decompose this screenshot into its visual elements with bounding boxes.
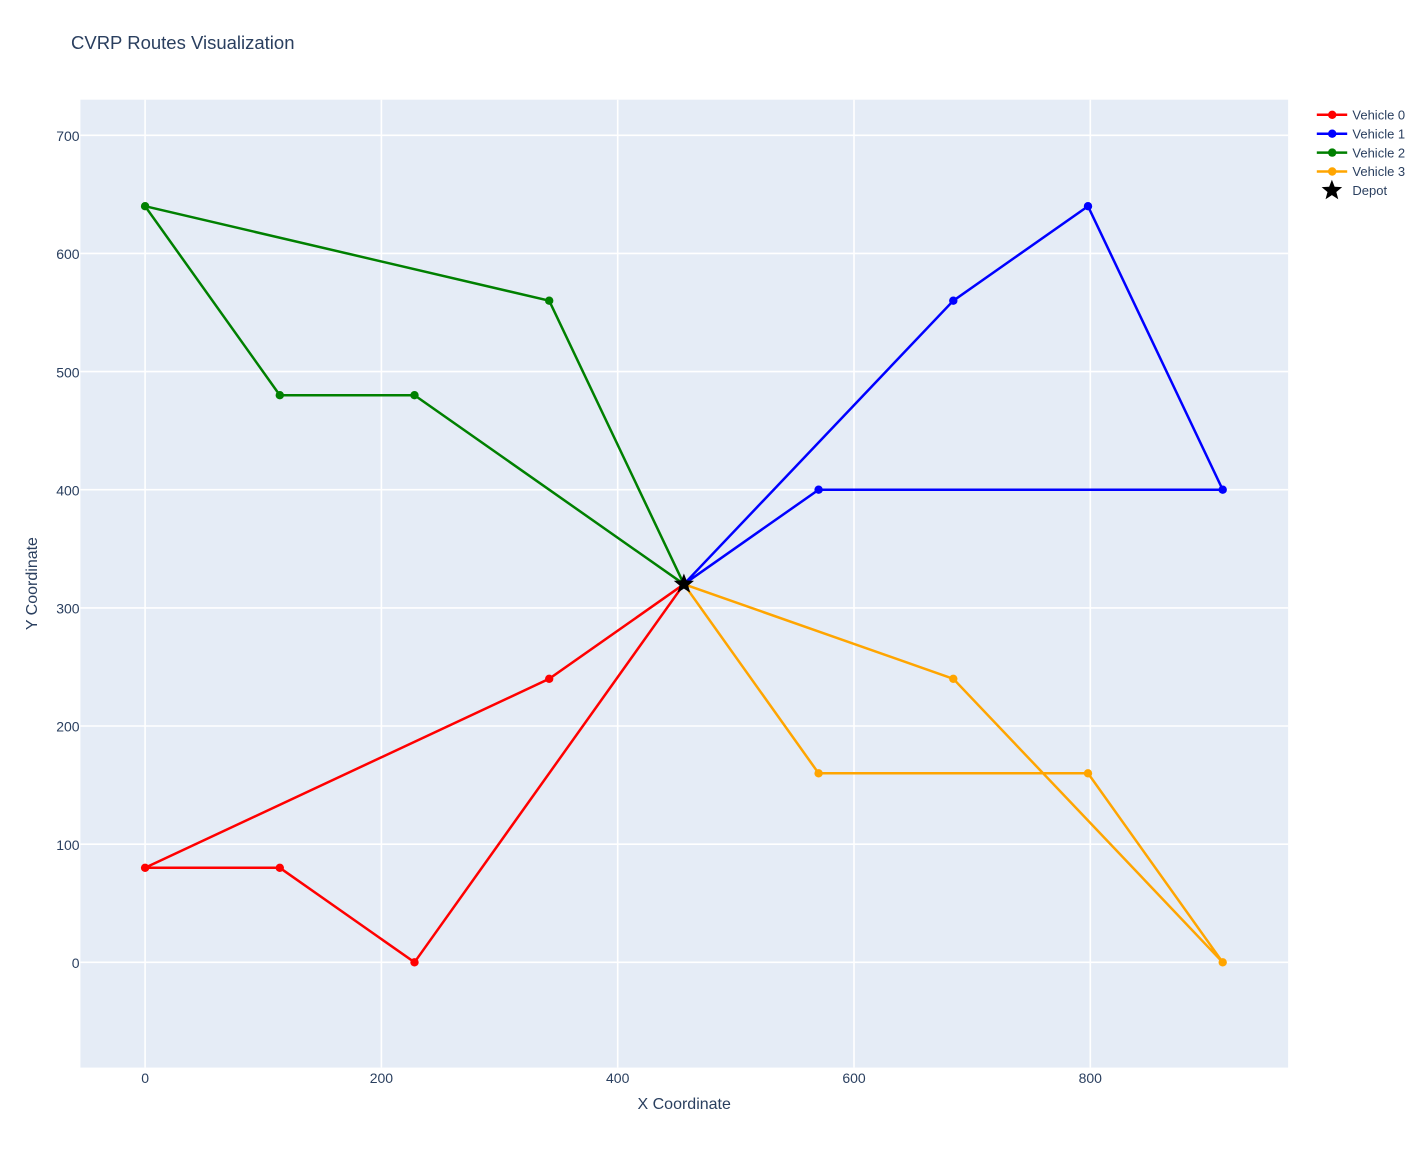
svg-text:300: 300 (56, 601, 80, 617)
svg-text:500: 500 (56, 364, 80, 380)
svg-text:800: 800 (1079, 1070, 1103, 1086)
svg-text:0: 0 (72, 955, 80, 971)
svg-text:600: 600 (842, 1070, 866, 1086)
svg-text:600: 600 (56, 246, 80, 262)
svg-text:400: 400 (56, 482, 80, 498)
svg-text:400: 400 (606, 1070, 630, 1086)
svg-text:Vehicle 1: Vehicle 1 (1352, 126, 1405, 141)
svg-text:Vehicle 0: Vehicle 0 (1352, 108, 1405, 123)
svg-text:200: 200 (56, 719, 80, 735)
svg-text:Vehicle 2: Vehicle 2 (1352, 145, 1405, 160)
svg-text:Y Coordinate: Y Coordinate (24, 537, 41, 630)
svg-text:700: 700 (56, 128, 80, 144)
svg-text:200: 200 (370, 1070, 394, 1086)
svg-text:CVRP Routes Visualization: CVRP Routes Visualization (71, 32, 295, 53)
svg-text:Depot: Depot (1352, 183, 1387, 198)
svg-text:X Coordinate: X Coordinate (638, 1096, 731, 1113)
svg-text:Vehicle 3: Vehicle 3 (1352, 164, 1405, 179)
svg-text:0: 0 (141, 1070, 149, 1086)
svg-text:100: 100 (56, 837, 80, 853)
